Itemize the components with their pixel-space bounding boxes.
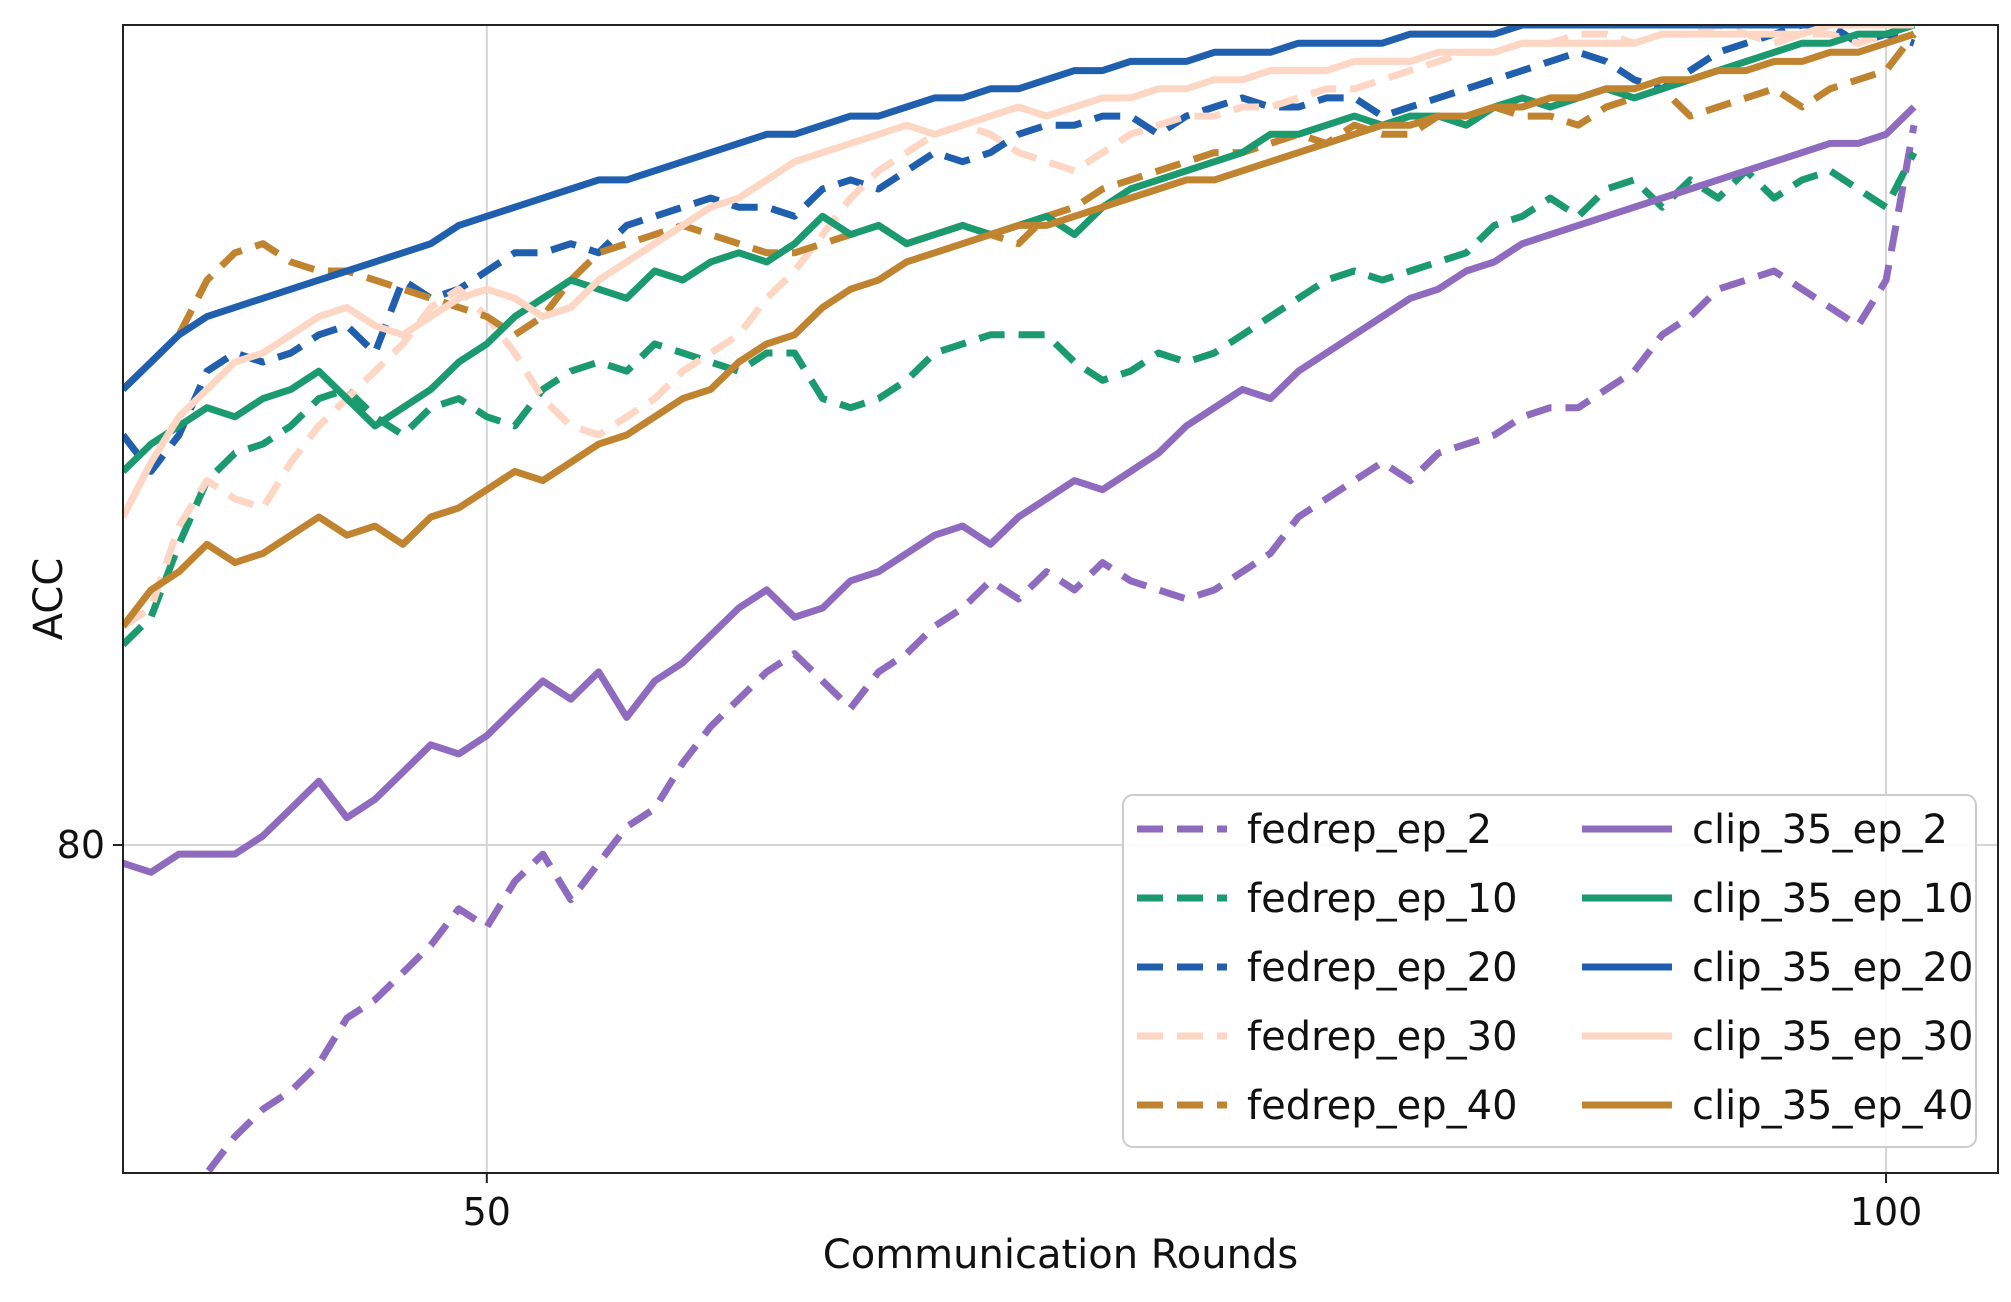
series-line-fedrep-ep-2 — [201, 124, 1918, 1173]
x-tick-label: 100 — [1850, 1190, 1923, 1234]
y-axis-label: ACC — [26, 558, 72, 641]
y-tick-label: 80 — [57, 823, 105, 867]
plot-lines — [123, 25, 1918, 1173]
legend-label: clip_35_ep_10 — [1692, 876, 1973, 922]
legend-label: clip_35_ep_20 — [1692, 945, 1973, 991]
legend-label: fedrep_ep_30 — [1247, 1014, 1518, 1060]
legend-box — [1122, 794, 1977, 1148]
series-line-clip-35-ep-40 — [123, 30, 1916, 629]
legend: fedrep_ep_2 fedrep_ep_10 fedrep_ep_20fedre… — [1122, 794, 1977, 1148]
x-axis-label: Communication Rounds — [823, 1232, 1298, 1278]
series-line-clip-35-ep-30 — [123, 25, 1914, 519]
series-line-fedrep-ep-40 — [123, 31, 1917, 392]
legend-label: clip_35_ep_30 — [1692, 1014, 1973, 1060]
legend-label: clip_35_ep_2 — [1692, 807, 1948, 853]
x-axis-ticks: 50 100 — [463, 1173, 1923, 1234]
series-line-clip-35-ep-2 — [123, 104, 1917, 876]
legend-label: fedrep_ep_10 — [1247, 876, 1518, 922]
x-tick-label: 50 — [463, 1190, 511, 1234]
plot-frame — [122, 24, 1999, 1174]
series-line-fedrep-ep-10 — [123, 151, 1918, 648]
series-line-clip-35-ep-20 — [123, 25, 1914, 392]
legend-label: fedrep_ep_2 — [1247, 807, 1492, 853]
legend-label: clip_35_ep_40 — [1692, 1083, 1973, 1129]
legend-label: fedrep_ep_20 — [1247, 945, 1518, 991]
legend-label: fedrep_ep_40 — [1247, 1083, 1518, 1129]
y-axis-ticks: 80 — [57, 823, 123, 867]
